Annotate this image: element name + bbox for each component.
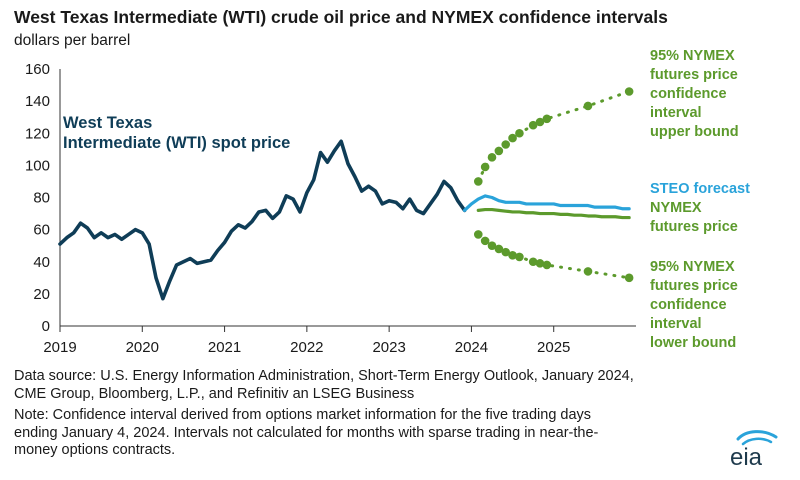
series-95-nymex-futures-price-confidence-interval-lower-bound-point xyxy=(487,241,497,250)
annotation-wti-spot: West Texas Intermediate (WTI) spot price xyxy=(63,114,290,152)
series-95-nymex-futures-price-confidence-interval-lower-bound-point xyxy=(508,251,517,260)
note-line-3: money options contracts. xyxy=(14,442,176,458)
x-tick-label: 2021 xyxy=(208,339,241,356)
series-95-nymex-futures-price-confidence-interval-upper-bound-point xyxy=(528,120,538,130)
data-source-note: Data source: U.S. Energy Information Adm… xyxy=(14,368,634,403)
y-tick-label: 20 xyxy=(33,286,50,303)
series-95-nymex-futures-price-confidence-interval-lower-bound-point xyxy=(480,236,490,246)
y-axis-units: dollars per barrel xyxy=(14,32,131,49)
y-tick-label: 60 xyxy=(33,222,50,239)
x-tick-label: 2024 xyxy=(455,339,488,356)
series-95-nymex-futures-price-confidence-interval-upper-bound-line xyxy=(476,89,631,183)
series-95-nymex-futures-price-confidence-interval-lower-bound-point xyxy=(501,247,511,257)
series-95-nymex-futures-price-confidence-interval-upper-bound-point xyxy=(494,146,504,156)
y-tick-label: 40 xyxy=(33,254,50,271)
series-95-nymex-futures-price-confidence-interval-upper-bound-point xyxy=(501,140,511,149)
x-tick-label: 2019 xyxy=(43,339,76,356)
eia-logo: eia xyxy=(730,430,778,468)
series-95-nymex-futures-price-confidence-interval-lower-bound-point xyxy=(515,252,524,262)
source-line-1: Data source: U.S. Energy Information Adm… xyxy=(14,368,634,384)
eia-logo-wordmark: eia xyxy=(730,444,763,468)
annotation-nymex-futures: NYMEX futures price xyxy=(650,200,738,235)
series-95-nymex-futures-price-confidence-interval-upper-bound-point xyxy=(542,114,552,124)
series-steo-forecast-line xyxy=(462,194,631,212)
annotation-lower-bound: 95% NYMEX futures price confidence interval… xyxy=(650,259,738,351)
y-tick-label: 100 xyxy=(25,157,50,174)
series-95-nymex-futures-price-confidence-interval-lower-bound-point xyxy=(542,260,552,270)
series-95-nymex-futures-price-confidence-interval-lower-bound-point xyxy=(494,244,504,254)
note-line-1: Note: Confidence interval derived from o… xyxy=(14,407,592,423)
note-line-2: ending January 4, 2024. Intervals not ca… xyxy=(14,424,599,441)
series-95-nymex-futures-price-confidence-interval-upper-bound-point xyxy=(487,153,497,162)
series-nymex-futures-price-line xyxy=(476,207,631,220)
series-95-nymex-futures-price-confidence-interval-lower-bound-line xyxy=(476,232,631,280)
series-95-nymex-futures-price-confidence-interval-lower-bound-point xyxy=(528,257,538,267)
x-tick-label: 2020 xyxy=(126,339,159,356)
series-95-nymex-futures-price-confidence-interval-lower-bound-point xyxy=(624,273,634,283)
series-95-nymex-futures-price-confidence-interval-upper-bound-point xyxy=(508,133,517,143)
y-tick-label: 120 xyxy=(25,125,50,142)
y-tick-label: 0 xyxy=(42,318,50,335)
series-west-texas-intermediate-wti-spot-price-line xyxy=(58,139,467,301)
x-tick-label: 2023 xyxy=(372,339,405,356)
series-95-nymex-futures-price-confidence-interval-upper-bound-point xyxy=(624,87,634,96)
x-tick-label: 2022 xyxy=(290,339,323,356)
series-95-nymex-futures-price-confidence-interval-upper-bound-point xyxy=(583,101,593,111)
y-tick-label: 80 xyxy=(33,190,50,207)
series-95-nymex-futures-price-confidence-interval-upper-bound-point xyxy=(480,162,490,172)
methodology-note: Note: Confidence interval derived from o… xyxy=(14,407,598,460)
chart-plot: 0 20 40 60 80 100 120 140 160 2019 2020 2021 2022 202… xyxy=(25,48,750,356)
annotation-upper-bound: 95% NYMEX futures price confidence interval… xyxy=(650,48,739,140)
source-line-2: CME Group, Bloomberg, L.P., and Refiniti… xyxy=(14,385,415,402)
series-95-nymex-futures-price-confidence-interval-lower-bound-point xyxy=(535,259,545,268)
x-tick-label: 2025 xyxy=(537,339,570,356)
y-tick-label: 160 xyxy=(25,61,50,78)
y-tick-label: 140 xyxy=(25,93,50,110)
series-95-nymex-futures-price-confidence-interval-lower-bound-point xyxy=(583,267,593,276)
chart-title: West Texas Intermediate (WTI) crude oil … xyxy=(14,7,668,27)
series-95-nymex-futures-price-confidence-interval-upper-bound-point xyxy=(473,177,483,186)
series-95-nymex-futures-price-confidence-interval-upper-bound-point xyxy=(515,128,524,138)
series-95-nymex-futures-price-confidence-interval-lower-bound-point xyxy=(473,230,483,239)
annotation-steo: STEO forecast xyxy=(650,181,750,197)
series-95-nymex-futures-price-confidence-interval-upper-bound-point xyxy=(535,117,545,127)
